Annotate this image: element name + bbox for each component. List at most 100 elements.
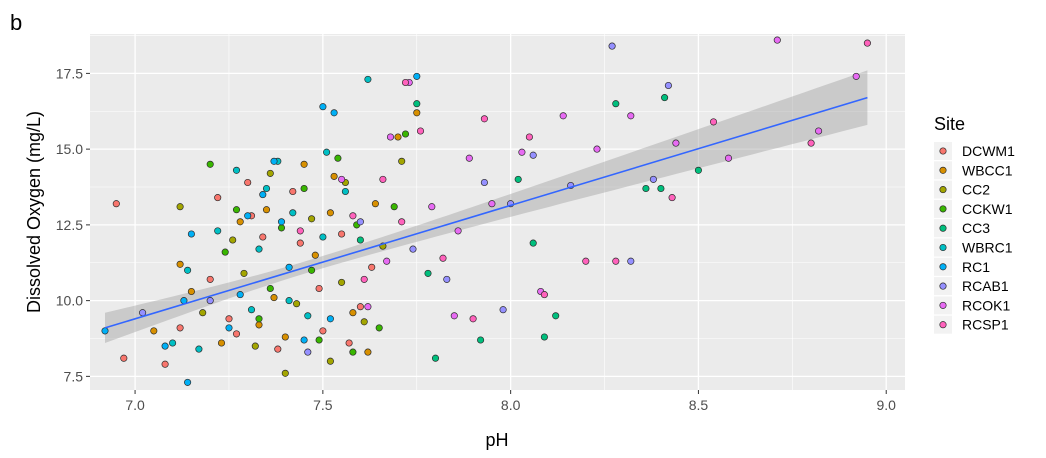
data-point-rc1 <box>413 72 421 80</box>
data-point-rcsp1 <box>379 175 387 183</box>
data-point-rcsp1 <box>709 118 718 126</box>
data-point-cc3 <box>413 100 421 108</box>
data-point-rc1 <box>161 342 169 350</box>
data-point-rcsp1 <box>668 194 676 202</box>
data-point-dcwm1 <box>112 200 120 208</box>
data-point-cckw1 <box>401 130 410 138</box>
legend-label: WBCC1 <box>962 162 1013 178</box>
data-point-rcok1 <box>627 112 635 120</box>
data-point-cc3 <box>661 94 669 102</box>
data-point-wbcc1 <box>255 321 263 329</box>
data-point-wbcc1 <box>300 160 308 168</box>
data-point-rcok1 <box>815 127 823 135</box>
data-point-cc3 <box>657 184 665 193</box>
data-point-rcsp1 <box>398 218 406 226</box>
data-point-cc3 <box>424 269 432 277</box>
legend-key-rcsp1 <box>939 321 947 329</box>
data-point-rcok1 <box>773 36 781 44</box>
legend-key-cc3 <box>939 224 947 232</box>
confidence-ribbon <box>105 70 868 344</box>
data-point-rcok1 <box>852 72 860 80</box>
data-point-cckw1 <box>206 160 214 168</box>
data-point-rcok1 <box>428 203 436 211</box>
data-point-rc1 <box>184 378 192 386</box>
legend-label: WBRC1 <box>962 240 1013 256</box>
legend-label: RCSP1 <box>962 317 1009 333</box>
data-point-rcsp1 <box>416 127 425 135</box>
data-point-cc2 <box>326 357 334 365</box>
data-point-cckw1 <box>221 248 229 256</box>
data-point-rc1 <box>326 315 334 323</box>
data-point-wbrc1 <box>289 209 297 217</box>
y-tick-label: 17.5 <box>56 65 83 81</box>
data-point-cckw1 <box>266 284 274 293</box>
x-tick-label: 7.5 <box>313 397 333 413</box>
data-point-rc1 <box>187 230 195 238</box>
data-point-wbcc1 <box>371 200 379 208</box>
data-point-rc1 <box>277 218 286 226</box>
data-point-cckw1 <box>390 203 398 211</box>
data-point-dcwm1 <box>214 194 222 202</box>
data-point-rcab1 <box>627 257 635 265</box>
data-point-cc2 <box>240 269 248 277</box>
data-point-wbcc1 <box>176 260 184 268</box>
data-point-rcsp1 <box>807 139 815 147</box>
data-point-cc3 <box>356 236 364 244</box>
data-point-wbcc1 <box>217 339 226 347</box>
legend-title: Site <box>934 114 965 134</box>
data-point-wbcc1 <box>330 172 338 180</box>
data-point-dcwm1 <box>259 233 267 241</box>
legend-label: DCWM1 <box>962 143 1015 159</box>
data-point-cc2 <box>360 318 368 326</box>
trend-line <box>104 96 868 329</box>
x-tick-label: 8.5 <box>689 397 709 413</box>
data-point-rc1 <box>285 263 293 271</box>
data-point-cc3 <box>529 239 537 247</box>
data-point-rcab1 <box>664 81 672 90</box>
confidence-ribbon-layer <box>105 70 868 344</box>
data-point-rc1 <box>300 336 308 344</box>
points-layer <box>101 36 871 386</box>
data-point-rcab1 <box>206 297 214 305</box>
data-point-rc1 <box>330 109 338 117</box>
data-point-rc1 <box>225 324 233 332</box>
data-point-cckw1 <box>315 336 323 344</box>
data-point-cckw1 <box>300 184 308 193</box>
data-point-cckw1 <box>232 206 241 214</box>
data-point-dcwm1 <box>232 330 241 338</box>
data-point-cc3 <box>642 184 650 193</box>
data-point-rcsp1 <box>480 115 488 123</box>
x-axis-ticks: 7.0 7.5 8.0 8.5 9.0 <box>125 390 896 413</box>
data-point-cc2 <box>199 309 207 317</box>
data-point-rcsp1 <box>525 133 533 141</box>
data-point-cckw1 <box>375 324 383 332</box>
data-point-cc3 <box>540 333 548 341</box>
data-point-wbcc1 <box>364 348 372 356</box>
data-point-rc1 <box>236 291 244 299</box>
data-point-cc3 <box>477 336 485 344</box>
panel-label: b <box>10 10 22 35</box>
legend-label: CC3 <box>962 220 990 236</box>
data-point-wbcc1 <box>150 327 158 335</box>
data-point-rcab1 <box>409 245 417 253</box>
y-axis-ticks: 7.5 10.0 12.5 15.0 17.5 <box>56 65 90 384</box>
data-point-dcwm1 <box>315 284 323 293</box>
data-point-rcsp1 <box>439 254 447 262</box>
data-point-wbrc1 <box>323 148 331 156</box>
data-point-rcsp1 <box>349 212 357 220</box>
data-point-rcok1 <box>724 154 733 162</box>
data-point-wbcc1 <box>262 206 271 214</box>
data-point-dcwm1 <box>176 324 184 332</box>
data-point-wbcc1 <box>187 287 195 296</box>
data-point-rcok1 <box>364 303 372 311</box>
data-point-rc1 <box>244 212 252 220</box>
data-point-wbcc1 <box>311 251 319 259</box>
legend-label: RCOK1 <box>962 297 1010 313</box>
data-point-rcsp1 <box>582 257 590 265</box>
plot-panel <box>90 34 905 390</box>
data-point-rcok1 <box>672 139 680 147</box>
data-point-cckw1 <box>277 224 286 232</box>
legend-label: RC1 <box>962 259 990 275</box>
data-point-rcsp1 <box>612 257 620 265</box>
data-point-cc2 <box>398 157 406 165</box>
